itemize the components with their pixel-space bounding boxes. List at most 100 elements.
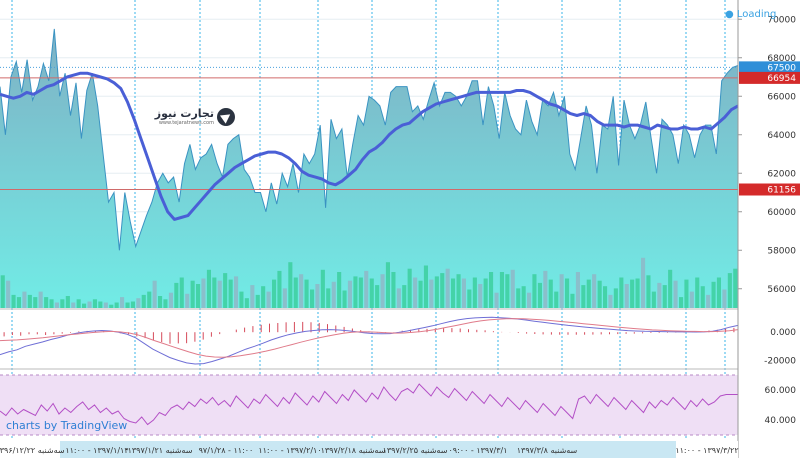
volume-bar-73	[396, 288, 401, 308]
price-tag-bg-2	[739, 183, 800, 196]
price-tick-label-1: 58000	[767, 246, 796, 256]
volume-bar-40	[217, 280, 222, 308]
volume-bar-0	[0, 275, 5, 308]
volume-bar-103	[559, 274, 564, 308]
volume-bar-2	[11, 294, 16, 308]
price-tick-label-2: 60000	[767, 208, 796, 218]
volume-bar-69	[375, 285, 380, 308]
volume-bar-71	[385, 262, 390, 308]
volume-bar-102	[554, 291, 559, 308]
x-tick-label-7: ۰۹:۰۰ - ۱۳۹۷/۳/۱	[448, 446, 507, 455]
volume-bar-70	[380, 274, 385, 308]
macd-line	[0, 316, 739, 365]
volume-bar-29	[158, 296, 163, 308]
volume-bar-59	[320, 269, 325, 308]
oscillator-band	[0, 375, 738, 435]
volume-bar-22	[120, 297, 125, 308]
volume-bar-97	[527, 292, 532, 308]
oscillator-panel	[0, 374, 738, 436]
volume-bar-56	[304, 279, 309, 308]
price-tag-label-1: 66954	[767, 74, 796, 84]
volume-bar-113	[613, 288, 618, 308]
price-tag-bg-1	[739, 71, 800, 84]
volume-bar-114	[619, 277, 624, 308]
volume-bar-82	[445, 268, 450, 308]
volume-bar-15	[82, 303, 87, 308]
volume-bar-19	[103, 302, 108, 308]
volume-bar-107	[581, 285, 586, 308]
volume-bar-118	[641, 257, 646, 308]
moving-average-line	[0, 71, 739, 221]
volume-bar-67	[364, 270, 369, 308]
volume-bar-80	[434, 276, 439, 308]
volume-bar-48	[261, 286, 266, 308]
volume-bar-100	[543, 270, 548, 308]
volume-bar-132	[716, 277, 721, 308]
volume-bar-36	[196, 284, 201, 308]
volume-bar-26	[141, 294, 146, 308]
volume-bar-119	[646, 275, 651, 308]
volume-bar-63	[342, 290, 347, 308]
volume-bar-83	[451, 278, 456, 308]
logo-arrow-icon	[217, 108, 235, 126]
price-lines	[0, 66, 738, 190]
volume-bar-77	[418, 280, 423, 308]
volume-bar-111	[603, 286, 608, 308]
volume-bar-42	[228, 279, 233, 308]
x-tick-label-0: سه‌شنبه ۱۳۹۶/۱۲/۲۲	[0, 446, 65, 455]
logo-title: تجارت نیوز	[154, 107, 214, 120]
volume-bar-24	[130, 301, 135, 308]
volume-bars	[0, 257, 738, 308]
price-tick-label-7: 70000	[767, 15, 796, 25]
volume-bar-88	[478, 284, 483, 308]
moving-average-series	[0, 71, 739, 221]
volume-bar-28	[152, 280, 157, 308]
price-tag-label-0: 67500	[767, 63, 796, 73]
volume-bar-33	[179, 277, 184, 308]
volume-bar-76	[413, 277, 418, 308]
volume-bar-130	[706, 294, 711, 308]
volume-bar-30	[163, 299, 168, 308]
volume-bar-47	[255, 294, 260, 308]
volume-bar-66	[358, 277, 363, 308]
x-tick-label-1: ۱۱:۰۰ - ۱۳۹۷/۱/۱۴	[65, 446, 128, 455]
volume-bar-123	[668, 269, 673, 308]
volume-bar-32	[174, 282, 179, 308]
price-area-line	[0, 28, 739, 251]
volume-bar-7	[38, 291, 43, 308]
volume-bar-85	[461, 278, 466, 308]
macd-tick-label-0: 0.000	[770, 328, 796, 338]
loading-status: ● Loading	[725, 9, 777, 20]
volume-bar-53	[288, 262, 293, 308]
volume-bar-108	[586, 279, 591, 308]
volume-bar-87	[472, 277, 477, 308]
volume-bar-117	[635, 278, 640, 308]
price-tick-label-3: 62000	[767, 169, 796, 179]
volume-bar-6	[33, 297, 38, 308]
volume-bar-16	[87, 301, 92, 308]
volume-bar-84	[456, 274, 461, 308]
volume-bar-10	[54, 302, 59, 308]
volume-bar-106	[575, 272, 580, 308]
volume-bar-68	[369, 278, 374, 308]
volume-bar-39	[212, 277, 217, 308]
tradingview-credit[interactable]: charts by TradingView	[6, 419, 128, 432]
volume-bar-126	[684, 279, 689, 308]
price-tick-label-4: 64000	[767, 131, 796, 141]
volume-bar-98	[532, 274, 537, 308]
volume-bar-120	[651, 291, 656, 308]
price-tick-label-6: 68000	[767, 54, 796, 64]
volume-bar-74	[402, 285, 407, 308]
logo-subtitle: www.tejaratnews.com	[158, 120, 214, 126]
volume-bar-105	[570, 293, 575, 308]
price-tick-label-0: 56000	[767, 285, 796, 295]
volume-bar-31	[168, 292, 173, 308]
volume-bar-96	[521, 286, 526, 308]
x-tick-label-3: ۹۷/۱/۲۸ - ۱۱:۰۰	[199, 446, 254, 455]
macd-tick-label-1: -20000	[764, 356, 796, 366]
volume-bar-135	[733, 268, 738, 308]
volume-bar-55	[299, 274, 304, 308]
volume-bar-21	[114, 302, 119, 308]
volume-bar-134	[727, 273, 732, 308]
